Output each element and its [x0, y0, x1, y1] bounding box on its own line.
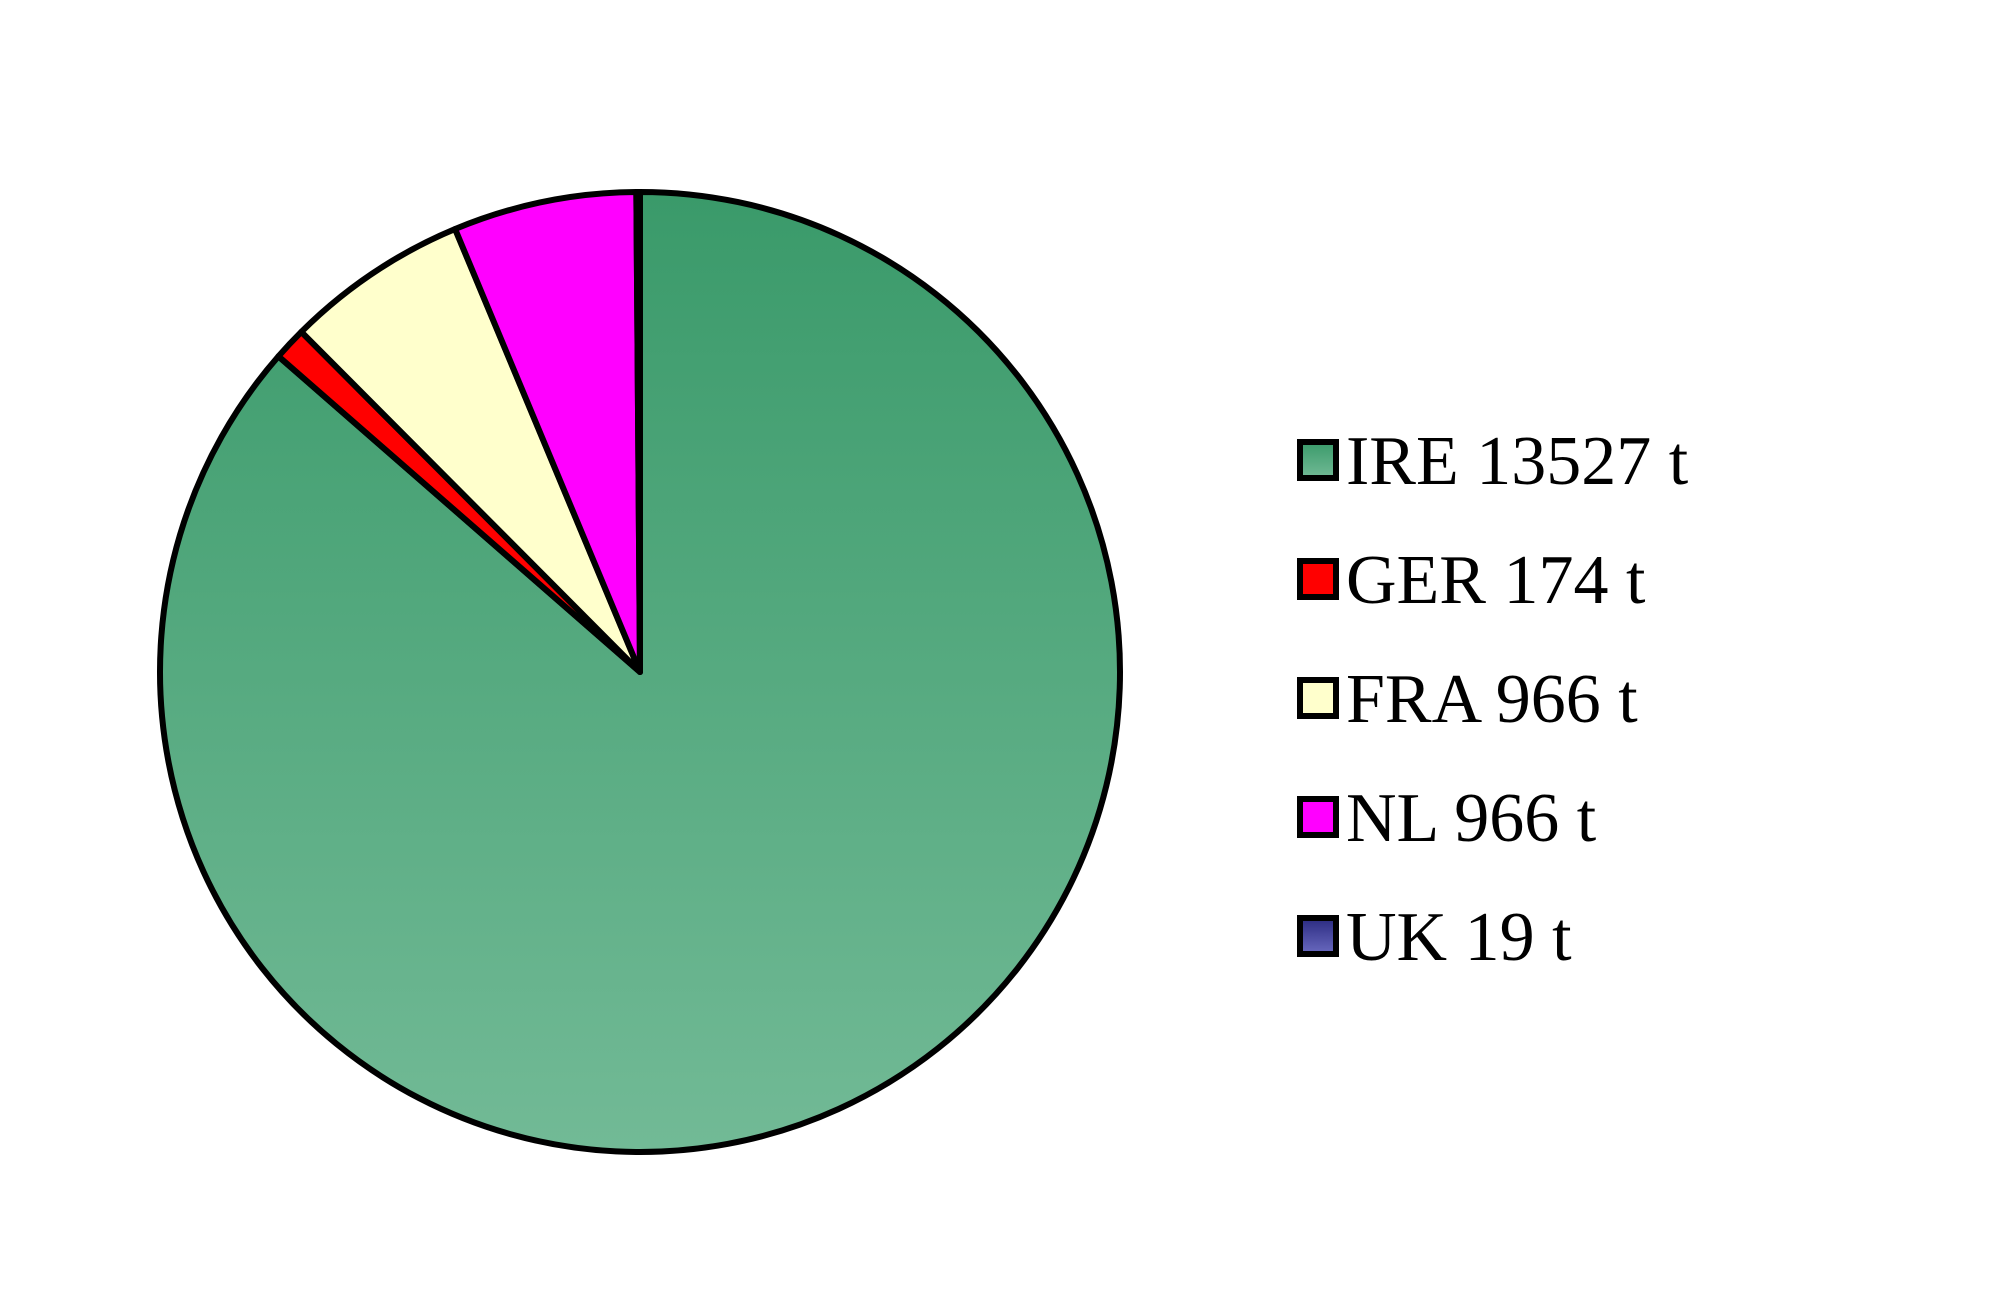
pie-slice-nl: [452, 189, 643, 675]
pie-slice-uk: [633, 189, 643, 675]
legend-label-ger: GER 174 t: [1346, 542, 1646, 619]
legend-swatch-uk: [1297, 915, 1339, 957]
legend-swatch-ger: [1297, 558, 1339, 600]
legend-label-fra: FRA 966 t: [1346, 661, 1638, 738]
pie-slice-fra: [298, 226, 643, 675]
legend: IRE 13527 t GER 174 t FRA 966 t NL 966 t UK …: [1297, 423, 1689, 976]
legend-swatch-ire: [1297, 439, 1339, 481]
legend-label-ire: IRE 13527 t: [1346, 423, 1689, 500]
legend-swatch-fra: [1297, 677, 1339, 719]
pie-slices: [157, 189, 1123, 1155]
legend-label-uk: UK 19 t: [1346, 899, 1572, 976]
legend-label-nl: NL 966 t: [1346, 780, 1597, 857]
legend-swatch-nl: [1297, 796, 1339, 838]
